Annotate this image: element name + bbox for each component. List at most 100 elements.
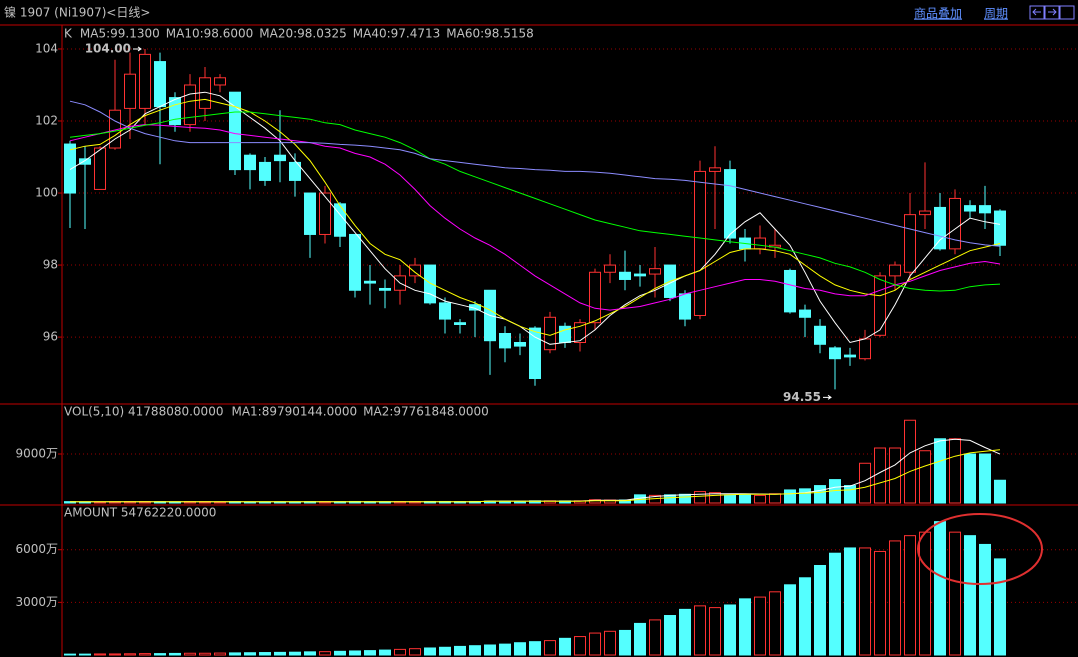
candle-body: [454, 322, 466, 325]
candle-body: [784, 269, 796, 313]
bar: [559, 637, 571, 656]
bar: [709, 607, 721, 656]
y-tick-label: 9000万: [15, 447, 58, 461]
candle-body: [724, 169, 736, 239]
candle-body: [409, 264, 421, 277]
bar: [784, 584, 796, 656]
window-button[interactable]: [1059, 5, 1075, 20]
bar: [439, 646, 451, 656]
bar: [754, 494, 766, 504]
candle-body: [304, 192, 316, 235]
high-arrow: [133, 46, 142, 52]
bar: [274, 651, 286, 656]
bar: [79, 653, 91, 656]
candle-body: [994, 210, 1006, 246]
candle-body: [244, 154, 256, 171]
bar: [109, 653, 121, 656]
bar: [919, 450, 931, 504]
legend-entry: MA1:89790144.0000: [231, 405, 357, 419]
bar: [604, 630, 616, 656]
bar: [334, 650, 346, 656]
bar: [949, 531, 961, 656]
y-tick-label: 96: [43, 330, 58, 344]
header-bar: [0, 0, 1078, 24]
bar: [574, 636, 586, 656]
bar: [679, 608, 691, 656]
candle-body: [814, 325, 826, 345]
bar: [484, 644, 496, 656]
legend-entry: MA5:99.1300: [80, 27, 160, 41]
legend-entry: MA20:98.0325: [259, 27, 347, 41]
candle-body: [424, 264, 436, 304]
candle-body: [949, 197, 961, 250]
bar: [724, 604, 736, 656]
candle-body: [874, 275, 886, 336]
bar: [664, 615, 676, 656]
bar: [529, 641, 541, 656]
bar: [844, 485, 856, 504]
bar: [874, 447, 886, 504]
bar: [544, 640, 556, 656]
candle-body: [619, 271, 631, 280]
ma-line: [69, 124, 1001, 311]
candle-body: [319, 192, 331, 235]
candle-body: [214, 77, 226, 86]
bar: [964, 535, 976, 656]
legend-entry: MA10:98.6000: [166, 27, 254, 41]
bar: [859, 547, 871, 656]
bar: [424, 647, 436, 656]
candle-body: [364, 280, 376, 284]
bar: [394, 648, 406, 656]
y-tick-label: 102: [35, 114, 58, 128]
candle-body: [259, 161, 271, 181]
legend-entry: MA40:97.4713: [353, 27, 441, 41]
candle-body: [64, 143, 76, 194]
bar: [679, 493, 691, 504]
overlay-link[interactable]: 商品叠加: [914, 6, 962, 21]
bar: [739, 494, 751, 504]
bar: [904, 419, 916, 504]
candle-body: [229, 91, 241, 171]
bar: [859, 462, 871, 504]
prev-button[interactable]: [1029, 5, 1045, 20]
bar: [964, 453, 976, 504]
candle-body: [889, 264, 901, 277]
bar: [379, 649, 391, 656]
panel-title: AMOUNT 54762220.0000: [64, 506, 216, 520]
candle-body: [589, 271, 601, 324]
candle-body: [754, 237, 766, 250]
bar: [694, 605, 706, 656]
candle-body: [859, 338, 871, 360]
bar: [619, 629, 631, 656]
bar: [139, 653, 151, 656]
low-label: 94.55: [783, 390, 821, 404]
bar: [649, 619, 661, 656]
legend-entry: MA2:97761848.0000: [363, 405, 489, 419]
bar: [874, 550, 886, 656]
bar: [64, 653, 76, 656]
y-tick-label: 104: [35, 41, 58, 55]
period-link[interactable]: 周期: [984, 7, 1008, 21]
bar: [919, 531, 931, 656]
candle-body: [334, 203, 346, 237]
next-button[interactable]: [1044, 5, 1060, 20]
bar: [364, 650, 376, 656]
candle-body: [964, 205, 976, 212]
candle-body: [124, 73, 136, 109]
ma-line: [69, 100, 1001, 247]
candle-body: [139, 53, 151, 109]
bar: [304, 651, 316, 656]
bar: [244, 652, 256, 656]
bar: [784, 489, 796, 504]
bar: [949, 438, 961, 504]
bar: [349, 650, 361, 656]
bar: [754, 596, 766, 656]
legend-entry: MA60:98.5158: [446, 27, 534, 41]
y-tick-label: 98: [43, 258, 58, 272]
bar: [889, 540, 901, 656]
bar: [409, 648, 421, 656]
bar: [589, 632, 601, 656]
bar: [934, 438, 946, 504]
